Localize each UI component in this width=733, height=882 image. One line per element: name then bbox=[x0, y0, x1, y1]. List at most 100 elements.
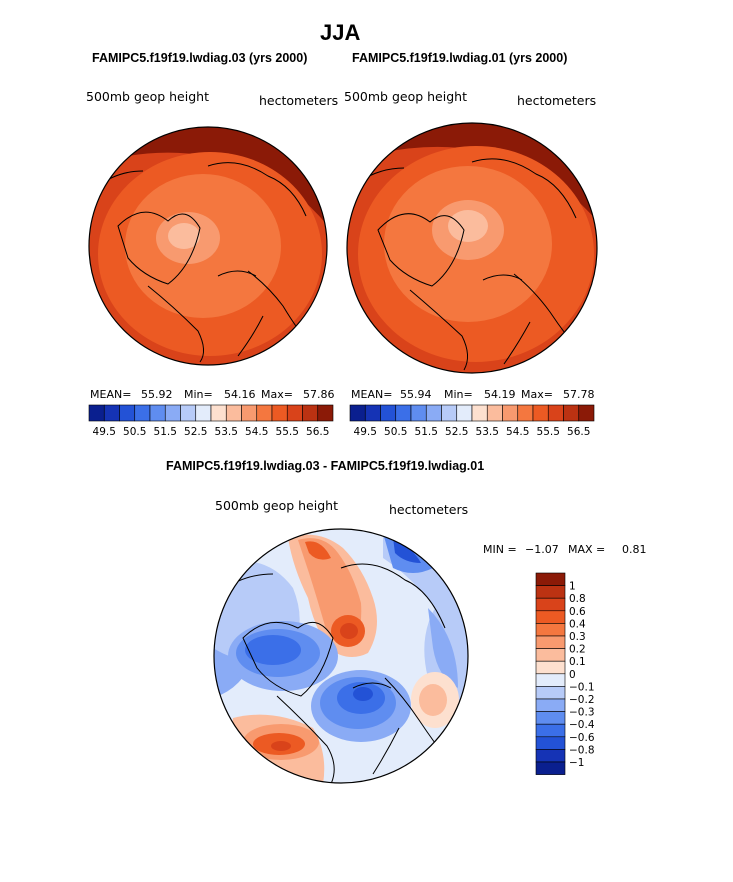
diff-min: −1.07 bbox=[525, 543, 559, 556]
diff-colorbar-swatch bbox=[535, 623, 566, 637]
season-title: JJA bbox=[320, 20, 361, 45]
diff-colorbar-tick-label: −0.4 bbox=[569, 719, 595, 731]
panel-a-colorbar-swatch bbox=[241, 404, 258, 422]
panel-b-colorbar-swatch bbox=[425, 404, 442, 422]
diff-colorbar-swatch bbox=[535, 660, 566, 675]
panel-b-units: hectometers bbox=[517, 93, 597, 108]
panel-a-colorbar-swatch bbox=[103, 404, 120, 422]
diff-colorbar-swatch bbox=[535, 597, 566, 612]
diff-colorbar-tick-label: 0.1 bbox=[569, 656, 586, 668]
panel-a-colorbar-swatch bbox=[134, 404, 151, 422]
diff-colorbar-swatch bbox=[535, 635, 566, 649]
diff-colorbar-swatch bbox=[535, 711, 566, 725]
diff-colorbar-tick-label: 0 bbox=[569, 669, 576, 681]
panel-b-colorbar-tick-label: 51.5 bbox=[415, 426, 438, 438]
diff-colorbar-tick-label: 0.3 bbox=[569, 631, 586, 643]
panel-a-colorbar-swatch bbox=[149, 404, 166, 422]
panel-a-max: 57.86 bbox=[303, 388, 335, 401]
panel-b-colorbar-tick-label: 52.5 bbox=[445, 426, 468, 438]
panel-a-colorbar-tick-label: 52.5 bbox=[184, 426, 207, 438]
diff-colorbar-tick-label: −0.6 bbox=[569, 732, 595, 744]
panel-b-colorbar-tick-label: 49.5 bbox=[354, 426, 377, 438]
panel-b-colorbar-swatch bbox=[486, 404, 503, 422]
panel-a-colorbar-swatch bbox=[210, 404, 227, 422]
diff-colorbar-swatch bbox=[535, 749, 566, 763]
panel-b-colorbar-swatch bbox=[532, 404, 549, 422]
diff-colorbar-tick-label: 0.8 bbox=[569, 593, 586, 605]
panel-a-min: 54.16 bbox=[224, 388, 256, 401]
diff-colorbar-tick-label: 1 bbox=[569, 581, 576, 593]
panel-b-colorbar-swatch bbox=[578, 404, 595, 422]
panel-b-colorbar-swatch bbox=[441, 404, 458, 422]
case-b-title: FAMIPC5.f19f19.lwdiag.01 (yrs 2000) bbox=[352, 51, 568, 65]
panel-a-colorbar: 49.5 50.5 51.5 52.5 53.5 54.5 55.5 56.5 bbox=[88, 404, 334, 438]
panel-b-max-label: Max= bbox=[521, 388, 553, 401]
diff-colorbar-swatch bbox=[535, 686, 566, 700]
panel-a-colorbar-swatch bbox=[286, 404, 303, 422]
panel-b-colorbar-swatch bbox=[395, 404, 412, 422]
diff-title: FAMIPC5.f19f19.lwdiag.03 - FAMIPC5.f19f1… bbox=[166, 459, 485, 473]
diff-colorbar-swatch bbox=[535, 698, 566, 712]
panel-b-colorbar-tick-label: 53.5 bbox=[476, 426, 499, 438]
diff-colorbar-swatch bbox=[535, 673, 566, 687]
panel-a-colorbar-tick-label: 54.5 bbox=[245, 426, 268, 438]
diff-colorbar-tick-label: −0.1 bbox=[569, 681, 595, 693]
panel-b-colorbar-swatch bbox=[456, 404, 473, 422]
panel-b-colorbar-swatch bbox=[364, 404, 381, 422]
diff-max-label: MAX = bbox=[568, 543, 606, 556]
diff-colorbar-swatch bbox=[535, 761, 566, 775]
panel-b-colorbar-swatch bbox=[471, 404, 488, 422]
panel-a-colorbar-swatch bbox=[271, 404, 288, 422]
diff-colorbar-swatch bbox=[535, 736, 566, 750]
panel-b-colorbar-swatch bbox=[563, 404, 580, 422]
panel-a-mean-label: MEAN= bbox=[90, 388, 132, 401]
diff-colorbar-swatch bbox=[535, 723, 566, 738]
panel-b-variable: 500mb geop height bbox=[344, 89, 467, 104]
panel-a-colorbar-swatch bbox=[119, 404, 136, 422]
panel-b-colorbar-swatch bbox=[517, 404, 534, 422]
panel-a-colorbar-swatch bbox=[256, 404, 273, 422]
case-a-title: FAMIPC5.f19f19.lwdiag.03 (yrs 2000) bbox=[92, 51, 308, 65]
diff-colorbar: 10.80.60.40.30.20.10−0.1−0.2−0.3−0.4−0.6… bbox=[535, 572, 595, 775]
panel-b-min: 54.19 bbox=[484, 388, 516, 401]
diff-colorbar-tick-label: 0.4 bbox=[569, 618, 586, 630]
panel-a-colorbar-tick-label: 49.5 bbox=[93, 426, 116, 438]
panel-a-colorbar-tick-label: 50.5 bbox=[123, 426, 146, 438]
panel-a-units: hectometers bbox=[259, 93, 339, 108]
panel-a-colorbar-tick-label: 51.5 bbox=[154, 426, 177, 438]
panel-b-colorbar-tick-label: 50.5 bbox=[384, 426, 407, 438]
diff-colorbar-swatch bbox=[535, 648, 566, 662]
diff-colorbar-tick-label: −0.3 bbox=[569, 707, 595, 719]
panel-b-min-label: Min= bbox=[444, 388, 473, 401]
panel-b-mean: 55.94 bbox=[400, 388, 432, 401]
panel-b-mean-label: MEAN= bbox=[351, 388, 393, 401]
panel-a-colorbar-swatch bbox=[225, 404, 242, 422]
panel-a-colorbar-swatch bbox=[302, 404, 319, 422]
diff-variable: 500mb geop height bbox=[215, 498, 338, 513]
panel-b-max: 57.78 bbox=[563, 388, 595, 401]
diff-max: 0.81 bbox=[622, 543, 647, 556]
panel-a-colorbar-swatch bbox=[317, 404, 334, 422]
panel-a-colorbar-tick-label: 53.5 bbox=[215, 426, 238, 438]
diff-colorbar-tick-label: −0.2 bbox=[569, 694, 595, 706]
diff-colorbar-tick-label: 0.6 bbox=[569, 606, 586, 618]
panel-b-colorbar-tick-label: 55.5 bbox=[537, 426, 560, 438]
panel-a-colorbar-tick-label: 56.5 bbox=[306, 426, 329, 438]
panel-a-colorbar-swatch bbox=[88, 404, 105, 422]
panel-a-colorbar-swatch bbox=[180, 404, 197, 422]
panel-a-max-label: Max= bbox=[261, 388, 293, 401]
panel-a-variable: 500mb geop height bbox=[86, 89, 209, 104]
diff-units: hectometers bbox=[389, 502, 469, 517]
diff-colorbar-swatch bbox=[535, 585, 566, 599]
diff-colorbar-tick-label: 0.2 bbox=[569, 644, 586, 656]
panel-a-colorbar-tick-label: 55.5 bbox=[276, 426, 299, 438]
panel-a-colorbar-swatch bbox=[195, 404, 212, 422]
panel-a-colorbar-swatch bbox=[164, 404, 181, 422]
panel-b-colorbar-swatch bbox=[349, 404, 366, 422]
diff-min-label: MIN = bbox=[483, 543, 517, 556]
diff-colorbar-swatch bbox=[535, 610, 566, 624]
panel-b-colorbar-swatch bbox=[502, 404, 519, 422]
diff-colorbar-swatch bbox=[535, 572, 566, 586]
diff-map bbox=[213, 528, 469, 784]
panel-a-min-label: Min= bbox=[184, 388, 213, 401]
